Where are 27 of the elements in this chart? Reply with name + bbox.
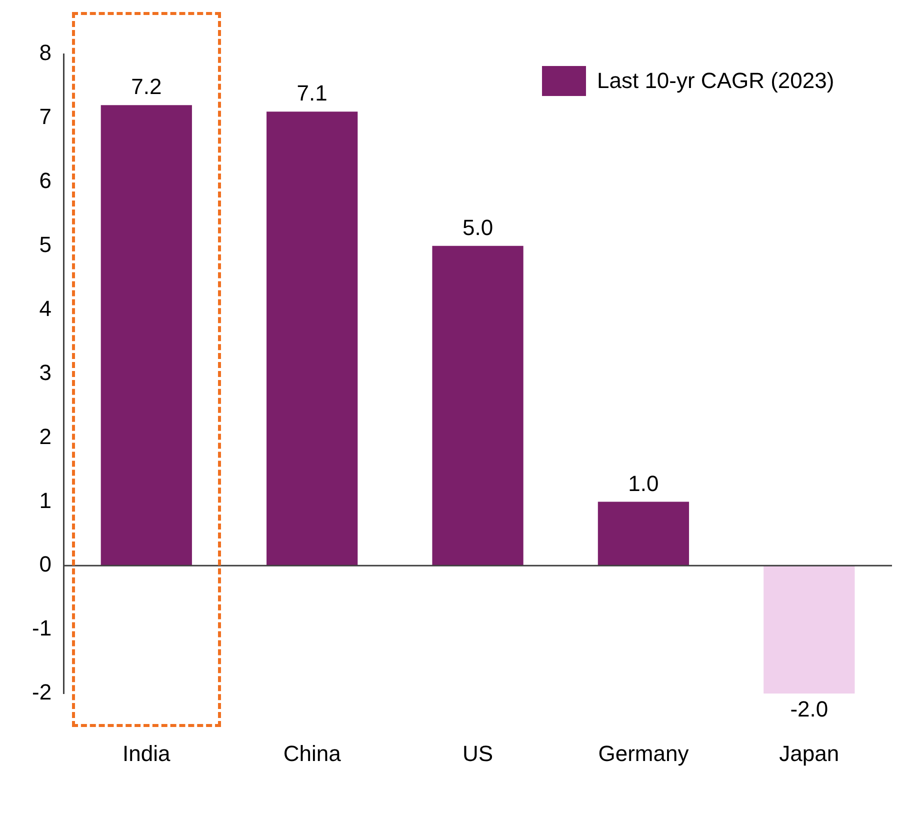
- y-tick-label: 3: [39, 360, 52, 385]
- data-label: 7.2: [131, 74, 162, 100]
- y-tick-label: -2: [32, 680, 52, 705]
- y-tick-label: 0: [39, 552, 52, 577]
- bar: [598, 502, 690, 566]
- bar: [764, 566, 855, 694]
- data-label: -2.0: [790, 696, 828, 722]
- data-label: 7.1: [296, 80, 328, 106]
- bar: [266, 112, 358, 566]
- y-tick-label: -1: [32, 616, 52, 641]
- y-tick-label: 2: [39, 424, 52, 449]
- legend-label: Last 10-yr CAGR (2023): [597, 68, 834, 94]
- bar: [100, 105, 192, 566]
- bar: [432, 246, 524, 566]
- data-label: 5.0: [462, 214, 494, 240]
- x-tick-label: Germany: [598, 740, 689, 766]
- y-tick-label: 8: [39, 40, 52, 66]
- x-tick-label: China: [283, 740, 342, 766]
- y-tick-label: 1: [39, 488, 52, 513]
- y-tick-label: 6: [39, 168, 52, 193]
- y-tick-label: 5: [39, 232, 52, 257]
- x-tick-label: India: [122, 740, 172, 766]
- x-tick-label: Japan: [779, 740, 840, 766]
- y-tick-label: 7: [39, 104, 52, 130]
- x-tick-label: US: [462, 740, 494, 766]
- y-tick-label: 4: [39, 296, 52, 321]
- data-label: 1.0: [628, 470, 659, 496]
